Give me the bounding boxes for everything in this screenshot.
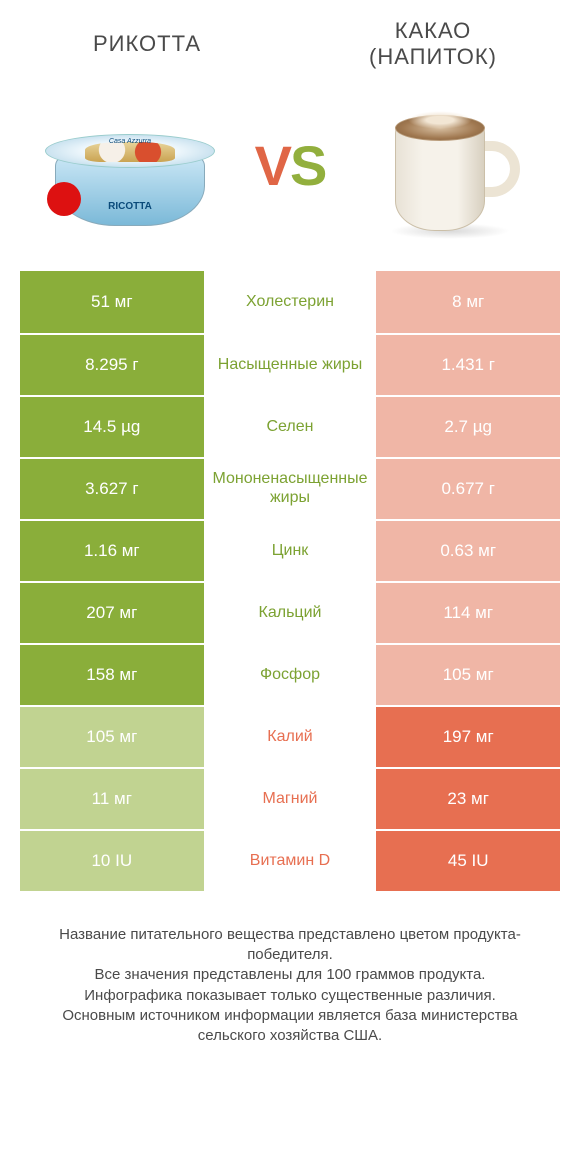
cell-right-value: 2.7 µg [376, 397, 560, 457]
cell-left-value: 207 мг [20, 583, 204, 643]
table-row: 158 мгФосфор105 мг [20, 643, 560, 705]
product-right-title-line1: КАКАО [395, 18, 472, 43]
cell-right-value: 23 мг [376, 769, 560, 829]
cell-left-value: 8.295 г [20, 335, 204, 395]
table-row: 11 мгМагний23 мг [20, 767, 560, 829]
cell-left-value: 158 мг [20, 645, 204, 705]
cell-left-value: 105 мг [20, 707, 204, 767]
product-left-title: РИКОТТА [30, 31, 264, 57]
cell-left-value: 3.627 г [20, 459, 204, 519]
table-row: 8.295 гНасыщенные жиры1.431 г [20, 333, 560, 395]
titles-row: РИКОТТА КАКАО (НАПИТОК) [20, 18, 560, 81]
table-row: 3.627 гМононенасыщенные жиры0.677 г [20, 457, 560, 519]
comparison-infographic: РИКОТТА КАКАО (НАПИТОК) Casa Azzurra RIC… [0, 0, 580, 1174]
cell-nutrient-label: Фосфор [204, 645, 377, 705]
cell-right-value: 114 мг [376, 583, 560, 643]
cell-nutrient-label: Мононенасыщенные жиры [204, 459, 377, 519]
table-row: 105 мгКалий197 мг [20, 705, 560, 767]
cocoa-mug-icon [380, 91, 520, 241]
cell-nutrient-label: Холестерин [204, 271, 377, 333]
table-row: 207 мгКальций114 мг [20, 581, 560, 643]
cell-right-value: 0.677 г [376, 459, 560, 519]
product-right-title: КАКАО (НАПИТОК) [316, 18, 550, 71]
vs-v: V [255, 134, 290, 197]
cell-nutrient-label: Цинк [204, 521, 377, 581]
ricotta-brand-text: Casa Azzurra [95, 138, 165, 145]
cell-left-value: 10 IU [20, 831, 204, 891]
ricotta-icon: Casa Azzurra RICOTTA [45, 106, 215, 226]
cell-right-value: 1.431 г [376, 335, 560, 395]
ricotta-label-text: RICOTTA [75, 201, 185, 212]
cell-left-value: 11 мг [20, 769, 204, 829]
cell-nutrient-label: Калий [204, 707, 377, 767]
product-left-image: Casa Azzurra RICOTTA [40, 91, 220, 241]
cell-right-value: 197 мг [376, 707, 560, 767]
cell-nutrient-label: Магний [204, 769, 377, 829]
cell-nutrient-label: Кальций [204, 583, 377, 643]
cell-right-value: 8 мг [376, 271, 560, 333]
comparison-table: 51 мгХолестерин8 мг8.295 гНасыщенные жир… [20, 271, 560, 891]
vs-s: S [290, 134, 325, 197]
images-row: Casa Azzurra RICOTTA VS [20, 81, 560, 271]
cell-left-value: 51 мг [20, 271, 204, 333]
cell-right-value: 105 мг [376, 645, 560, 705]
table-row: 1.16 мгЦинк0.63 мг [20, 519, 560, 581]
cell-nutrient-label: Насыщенные жиры [204, 335, 377, 395]
cell-left-value: 14.5 µg [20, 397, 204, 457]
cell-nutrient-label: Селен [204, 397, 377, 457]
cell-nutrient-label: Витамин D [204, 831, 377, 891]
product-right-image [360, 91, 540, 241]
cell-left-value: 1.16 мг [20, 521, 204, 581]
cell-right-value: 45 IU [376, 831, 560, 891]
table-row: 14.5 µgСелен2.7 µg [20, 395, 560, 457]
table-row: 10 IUВитамин D45 IU [20, 829, 560, 891]
table-row: 51 мгХолестерин8 мг [20, 271, 560, 333]
vs-label: VS [255, 133, 326, 198]
cell-right-value: 0.63 мг [376, 521, 560, 581]
product-right-title-line2: (НАПИТОК) [369, 44, 497, 69]
footnote-text: Название питательного вещества представл… [20, 891, 560, 1047]
